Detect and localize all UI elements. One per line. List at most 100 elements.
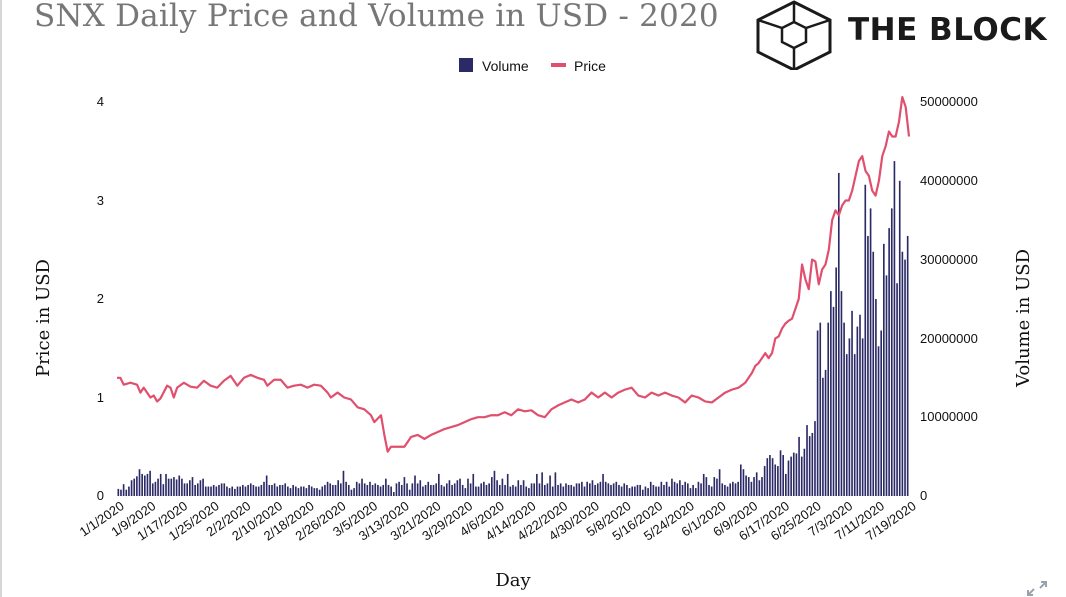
volume-bar [761, 477, 763, 496]
brand-logo: THE BLOCK [756, 0, 1046, 72]
x-axis-title: Day [495, 570, 531, 591]
volume-bar [340, 483, 342, 496]
legend-price-swatch [551, 63, 566, 67]
volume-bar [265, 475, 268, 496]
volume-bar [326, 481, 329, 496]
price-line [117, 95, 911, 453]
volume-bar [679, 480, 681, 496]
volume-bar [260, 484, 263, 496]
volume-bar [400, 484, 403, 496]
volume-bar [128, 486, 130, 496]
volume-bars [117, 161, 909, 497]
volume-bar [130, 480, 133, 496]
volume-bar [212, 484, 215, 496]
volume-bar [255, 486, 257, 496]
volume-bar [671, 478, 673, 496]
volume-bar [705, 477, 708, 496]
volume-bar [218, 484, 220, 496]
volume-bar [199, 480, 202, 496]
volume-bar [249, 483, 252, 496]
expand-icon[interactable] [1026, 580, 1048, 597]
volume-bar [665, 481, 668, 496]
volume-bar [607, 483, 610, 496]
volume-bar [321, 486, 324, 496]
volume-bar [827, 322, 830, 496]
volume-bar [318, 489, 321, 496]
volume-bar [358, 483, 361, 496]
volume-bar [644, 486, 647, 496]
volume-bar [769, 455, 771, 496]
y-axis-right: 0 10000000 20000000 30000000 40000000 50… [920, 94, 978, 503]
volume-bar [880, 330, 883, 496]
volume-bar [406, 483, 408, 496]
volume-bar [469, 483, 472, 496]
volume-bar [228, 488, 231, 496]
page-left-border [0, 0, 2, 597]
volume-bar [676, 483, 679, 496]
volume-bar [427, 481, 430, 496]
volume-bar [117, 488, 120, 496]
volume-bar [138, 469, 141, 496]
volume-bar [885, 275, 888, 496]
volume-bar [316, 488, 318, 496]
volume-bar [294, 486, 297, 496]
volume-bar [289, 488, 292, 496]
volume-bar [342, 470, 345, 496]
volume-bar [573, 486, 575, 496]
volume-bar [329, 483, 332, 496]
volume-bar [173, 477, 175, 496]
legend-price-label: Price [574, 58, 606, 74]
volume-bar [898, 180, 901, 497]
volume-bar [861, 338, 864, 496]
volume-bar [300, 486, 302, 496]
volume-bar [623, 483, 626, 496]
volume-bar [853, 354, 856, 496]
y-axis-left: 0 1 2 3 4 [97, 94, 104, 503]
volume-bar [845, 354, 848, 496]
volume-bar [159, 473, 162, 496]
volume-bar [763, 466, 766, 496]
volume-bar [382, 484, 385, 496]
volume-bar [438, 473, 440, 496]
volume-bar [800, 456, 803, 496]
volume-bar [181, 478, 183, 496]
volume-bar [692, 484, 694, 496]
volume-bar [120, 489, 122, 496]
volume-bar [268, 484, 271, 496]
volume-bar [281, 484, 284, 496]
volume-bar [782, 455, 784, 496]
volume-bar [713, 477, 716, 496]
volume-bar [639, 484, 641, 496]
volume-bar [355, 481, 358, 496]
volume-bar [771, 458, 774, 496]
volume-bar [472, 473, 475, 496]
volume-bar [483, 481, 485, 496]
x-axis: 1/1/20201/9/20201/17/20201/25/20202/2/20… [77, 498, 919, 543]
volume-bar [533, 483, 536, 496]
volume-bar [151, 483, 154, 496]
volume-bar [263, 481, 265, 496]
volume-bar [136, 476, 138, 496]
volume-bar [377, 484, 379, 496]
volume-bar [822, 377, 824, 496]
legend-volume-swatch [459, 58, 473, 72]
volume-bar [435, 483, 437, 496]
legend: Volume Price [459, 58, 606, 74]
volume-bar [774, 464, 777, 496]
volume-bar [392, 492, 395, 496]
volume-bar [848, 338, 851, 496]
volume-bar [536, 473, 538, 496]
volume-bar [480, 483, 483, 496]
volume-bar [204, 486, 207, 496]
volume-bar [739, 464, 742, 496]
volume-bar [374, 483, 377, 496]
volume-bar [403, 477, 406, 496]
volume-bar [596, 483, 599, 496]
volume-bar [273, 483, 276, 496]
volume-bar [697, 481, 700, 496]
volume-bar [687, 483, 689, 496]
volume-bar [726, 486, 729, 496]
volume-bar [837, 172, 840, 497]
volume-bar [808, 436, 811, 496]
volume-bar [475, 486, 477, 496]
